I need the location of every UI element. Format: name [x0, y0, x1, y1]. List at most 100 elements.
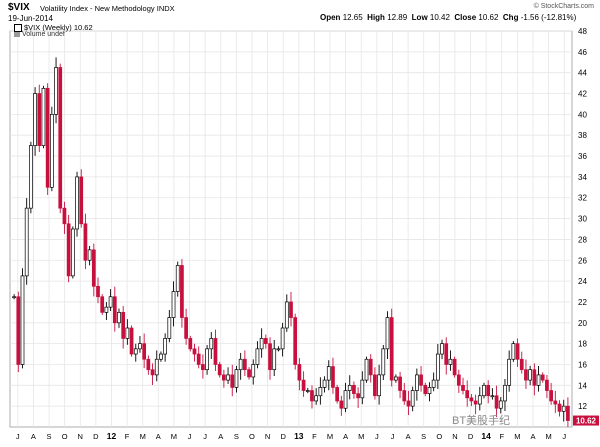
candle-body [561, 405, 566, 412]
candle-swatch-icon [14, 24, 22, 33]
candle-body [524, 369, 528, 381]
candle [146, 355, 151, 375]
candle-body [142, 343, 147, 360]
y-tick-label: 12 [578, 402, 587, 411]
x-tick-label: J [16, 432, 20, 441]
candle-body [70, 228, 75, 277]
candle-body [389, 317, 394, 381]
candle-body [398, 376, 402, 391]
y-tick-label: 20 [578, 319, 587, 328]
y-axis: 12 14 16 18 20 22 24 26 28 30 32 34 36 38 40 42 44 46 48 10… [573, 27, 599, 426]
candle [159, 351, 163, 362]
candle-body [133, 348, 138, 355]
candle [242, 350, 247, 377]
symbol: $VIX [8, 2, 30, 13]
ohlc-readout: Open 12.65 High 12.89 Low 10.42 Close 10… [320, 13, 576, 22]
candle-body [96, 285, 100, 298]
candle-body [452, 358, 457, 376]
close-value: 10.62 [478, 13, 499, 22]
candle [91, 243, 96, 297]
chg-label: Chg [502, 13, 519, 22]
x-tick-label: J [375, 432, 379, 441]
candle-body [54, 67, 58, 115]
candle [83, 213, 88, 270]
candlestick-series [12, 57, 570, 427]
candle-body [205, 348, 209, 371]
candle [230, 364, 235, 397]
last-price-tag [573, 415, 599, 426]
candle [45, 83, 50, 195]
legend-volume: Volume undef [14, 31, 65, 38]
candle-body [461, 384, 465, 391]
candle [20, 268, 25, 369]
x-tick-label: M [358, 432, 364, 441]
candle [263, 334, 268, 349]
candle [557, 400, 562, 417]
candle [561, 399, 566, 422]
candle [37, 84, 42, 152]
candle-body [486, 384, 491, 397]
candle-body [272, 348, 277, 371]
candle-body [175, 265, 180, 292]
candle [58, 63, 63, 214]
candle [360, 371, 365, 405]
candle-body [410, 390, 415, 407]
candle [507, 350, 512, 392]
x-tick-label: F [499, 432, 504, 441]
x-tick-label: A [343, 432, 348, 441]
candle-body [12, 296, 16, 299]
candle [41, 85, 46, 149]
y-tick-label: 48 [578, 27, 587, 36]
candle [213, 329, 218, 371]
candle-body [58, 67, 63, 209]
candle [192, 343, 197, 362]
candle-body [515, 343, 520, 360]
index-title: Volatility Index - New Methodology [40, 4, 155, 13]
candle-body [49, 114, 54, 188]
candle [117, 308, 121, 328]
x-tick-label: S [421, 432, 426, 441]
candle [343, 382, 348, 413]
legend-volume-label: Volume undef [22, 31, 65, 38]
candle [524, 359, 528, 389]
candle-body [91, 249, 96, 287]
candle [87, 245, 92, 266]
candle-body [545, 379, 549, 391]
candle-body [326, 366, 331, 381]
candle-body [377, 374, 381, 397]
candle-body [314, 395, 319, 402]
candle [486, 380, 491, 404]
x-tick-label: M [327, 432, 333, 441]
y-tick-label: 34 [578, 173, 587, 182]
candle [284, 294, 289, 332]
candle [373, 367, 377, 400]
candle [419, 366, 423, 392]
candle-body [104, 306, 109, 313]
candle [553, 390, 558, 413]
candle [536, 366, 541, 392]
y-tick-label: 30 [578, 215, 587, 224]
candle [150, 363, 155, 386]
candle-body [247, 369, 251, 378]
candle [494, 385, 499, 418]
candle-body [163, 338, 167, 355]
candle-body [259, 338, 264, 350]
candle-body [251, 364, 256, 378]
candle [171, 281, 176, 327]
candle [452, 356, 457, 378]
candle [175, 261, 180, 297]
x-tick-label: J [203, 432, 207, 441]
candle [515, 338, 520, 367]
candle [377, 364, 381, 405]
candle-body [322, 379, 327, 388]
candle-body [456, 374, 461, 386]
candle-body [440, 343, 444, 355]
candle-body [553, 400, 558, 405]
candle-body [419, 374, 423, 386]
x-tick-label: D [93, 432, 99, 441]
candle-body [280, 327, 285, 350]
candle [272, 339, 277, 377]
candle-body [431, 379, 436, 388]
legend-price: $VIX (Weekly) 10.62 [14, 23, 93, 33]
